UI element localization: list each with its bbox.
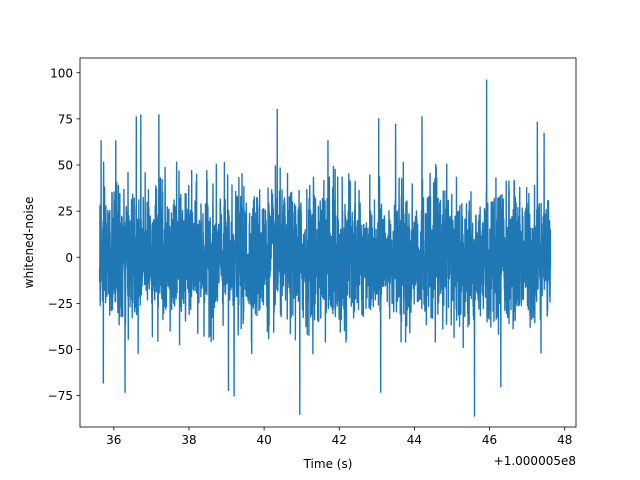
series-peak-point	[500, 385, 502, 388]
y-tick-label: −25	[48, 297, 73, 311]
series-peak-point	[543, 132, 545, 135]
series-peak-point	[124, 391, 126, 393]
series-peak-point	[158, 114, 160, 116]
y-axis-ticks: −75 −50 −25 0 25 50 75 100	[48, 66, 80, 403]
series-peak-point	[485, 79, 488, 81]
y-tick-label: −50	[48, 343, 73, 357]
x-tick-label: 36	[106, 433, 121, 447]
x-tick-label: 38	[181, 433, 196, 447]
y-tick-label: 0	[65, 251, 73, 265]
data-series-layer	[98, 79, 552, 417]
series-peak-point	[536, 121, 539, 124]
whitened-noise-series-line	[98, 79, 552, 417]
y-tick-label: 75	[58, 112, 73, 126]
series-peak-point	[394, 123, 397, 126]
series-peak-point	[102, 381, 105, 384]
x-tick-label: 42	[332, 433, 347, 447]
y-tick-label: 50	[58, 159, 73, 173]
x-axis-label: Time (s)	[303, 457, 353, 471]
series-peak-point	[135, 116, 138, 118]
series-peak-point	[276, 108, 279, 111]
y-tick-label: −75	[48, 389, 73, 403]
x-tick-label: 46	[482, 433, 497, 447]
axes-frame	[79, 57, 577, 428]
x-tick-label: 44	[407, 433, 422, 447]
x-axis-ticks: 36 38 40 42 44 46 48	[106, 427, 572, 447]
y-tick-label: 25	[58, 205, 73, 219]
series-peak-point	[100, 140, 102, 142]
x-tick-label: 40	[256, 433, 271, 447]
series-peak-point	[233, 394, 235, 397]
y-axis-label: whitened-noise	[22, 197, 36, 289]
series-peak-point	[473, 415, 476, 417]
series-peak-point	[114, 140, 117, 142]
series-peak-point	[377, 118, 380, 120]
series-peak-point	[421, 116, 423, 118]
x-axis-offset-label: +1.000005e8	[494, 454, 576, 468]
x-tick-label: 48	[557, 433, 572, 447]
series-peak-point	[227, 389, 230, 391]
series-peak-point	[299, 413, 301, 415]
series-peak-point	[140, 114, 142, 116]
series-peak-point	[327, 140, 329, 142]
y-tick-label: 100	[50, 66, 73, 80]
series-peak-point	[379, 391, 382, 393]
